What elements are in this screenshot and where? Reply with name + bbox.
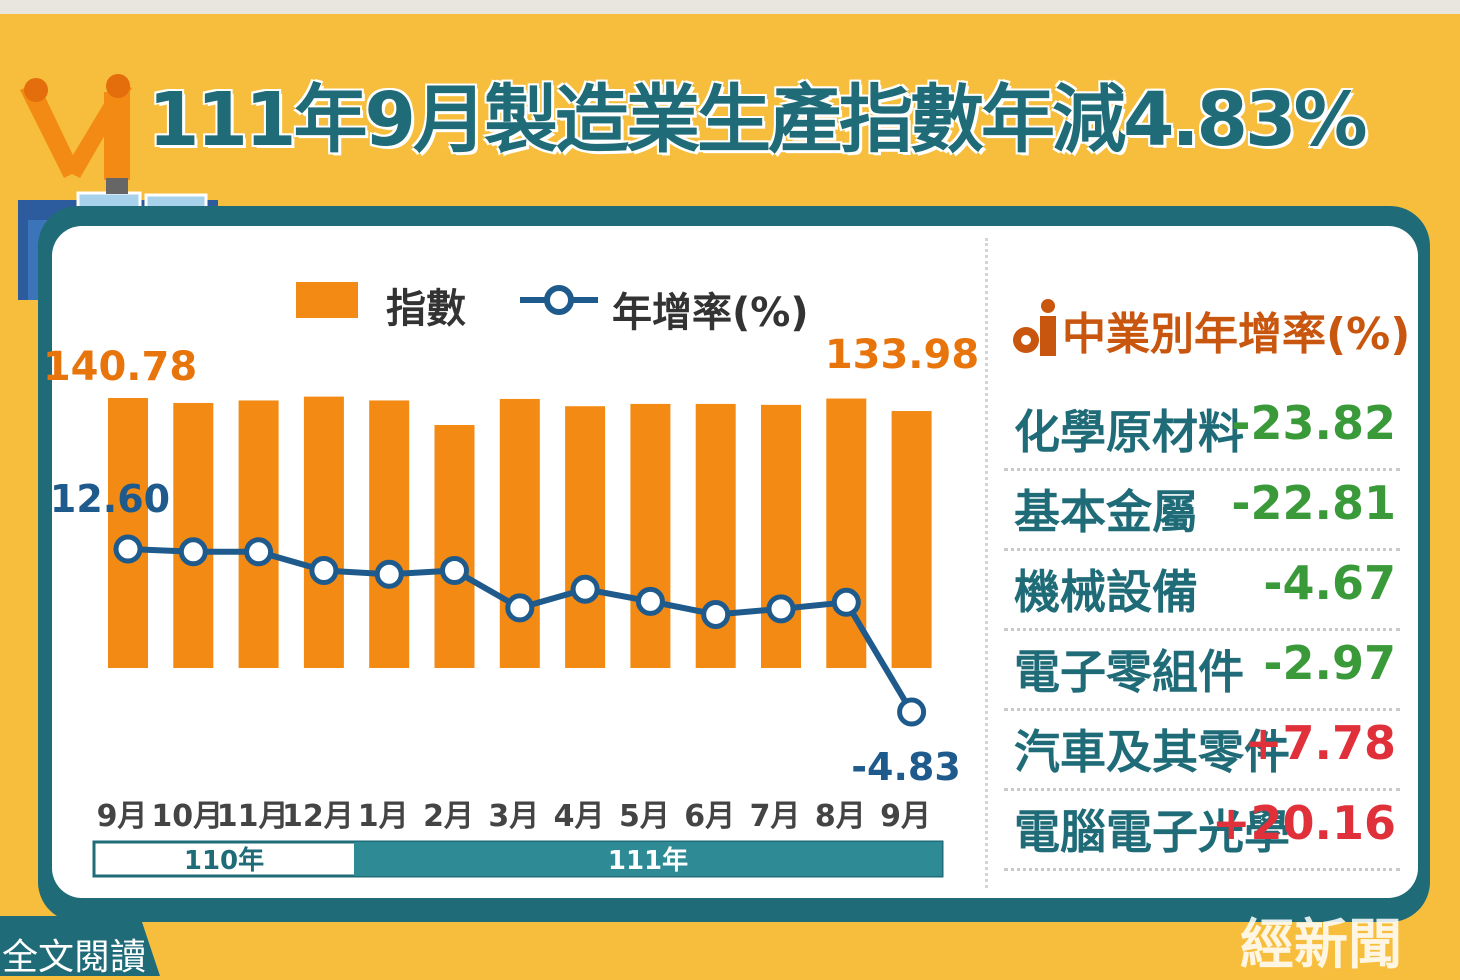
last-bar-label: 133.98 <box>825 332 979 378</box>
section-divider <box>985 238 988 888</box>
bar <box>434 425 475 668</box>
industry-row: 基本金屬 -22.81 <box>1004 468 1400 551</box>
rate-point <box>505 593 535 623</box>
bar <box>303 396 344 668</box>
x-tick-label: 9月 <box>880 799 931 834</box>
x-tick-label: 4月 <box>554 799 605 834</box>
industry-row: 汽車及其零件 +7.78 <box>1004 708 1400 791</box>
x-tick-label: 9月 <box>97 799 148 834</box>
rate-point <box>309 556 339 586</box>
rate-point <box>635 586 665 616</box>
rate-point <box>113 534 143 564</box>
rate-point <box>897 697 927 727</box>
read-more-button[interactable]: 全文閱讀 <box>0 916 160 976</box>
industry-name: 汽車及其零件 <box>1014 725 1290 779</box>
industry-title: 中業別年增率(%) <box>1062 309 1411 360</box>
industry-value: -23.82 <box>1231 396 1396 450</box>
year-label: 111年 <box>608 845 688 876</box>
legend-line-label: 年增率(%) <box>612 290 809 336</box>
industry-name: 化學原材料 <box>1014 405 1244 459</box>
industry-value: +7.78 <box>1243 716 1396 770</box>
bar <box>173 402 214 668</box>
industry-value: +20.16 <box>1211 796 1396 850</box>
industry-row: 化學原材料 -23.82 <box>1004 388 1400 471</box>
top-strip <box>0 0 1460 14</box>
year-band-segment <box>354 842 942 876</box>
bar <box>499 398 540 668</box>
legend-line-swatch <box>520 285 598 315</box>
industry-value: -4.67 <box>1263 556 1396 610</box>
first-bar-label: 140.78 <box>43 344 197 390</box>
x-tick-label: 6月 <box>684 799 735 834</box>
industry-value: -2.97 <box>1263 636 1396 690</box>
rate-point <box>244 537 274 567</box>
bar <box>238 400 279 668</box>
rate-point <box>831 587 861 617</box>
x-tick-label: 12月 <box>282 799 354 834</box>
bar <box>891 411 932 668</box>
bar <box>369 400 410 668</box>
rate-point <box>178 537 208 567</box>
last-rate-label: -4.83 <box>851 745 961 789</box>
rate-point <box>701 599 731 629</box>
year-label: 110年 <box>184 845 264 876</box>
bar <box>565 406 606 668</box>
bar <box>108 398 148 668</box>
industry-row: 電子零組件 -2.97 <box>1004 628 1400 711</box>
worker-gear-icon <box>1013 299 1056 356</box>
rate-point <box>766 594 796 624</box>
industry-name: 電子零組件 <box>1014 645 1244 699</box>
bar <box>761 404 801 668</box>
rate-point <box>570 574 600 604</box>
industry-row: 電腦電子光學 +20.16 <box>1004 788 1400 871</box>
first-rate-label: 12.60 <box>50 477 170 521</box>
rate-point <box>440 556 469 586</box>
read-more-label: 全文閱讀 <box>2 937 147 978</box>
x-tick-label: 7月 <box>750 799 801 834</box>
industry-row: 機械設備 -4.67 <box>1004 548 1400 631</box>
x-tick-label: 10月 <box>151 799 223 834</box>
industry-value: -22.81 <box>1231 476 1396 530</box>
x-tick-label: 5月 <box>619 799 670 834</box>
x-tick-label: 8月 <box>815 799 866 834</box>
x-tick-label: 11月 <box>217 799 289 834</box>
industry-name: 基本金屬 <box>1014 485 1198 539</box>
x-tick-label: 2月 <box>423 799 474 834</box>
industry-name: 電腦電子光學 <box>1014 805 1290 859</box>
x-tick-label: 1月 <box>358 799 409 834</box>
watermark-logo: 經新聞 <box>1240 913 1402 976</box>
page-title: 111年9月製造業生產指數年減4.83% <box>148 77 1368 163</box>
bar <box>630 403 671 668</box>
x-tick-label: 3月 <box>488 799 539 834</box>
legend-bar-swatch <box>296 282 358 318</box>
industry-name: 機械設備 <box>1014 565 1198 619</box>
legend-bar-label: 指數 <box>386 286 466 332</box>
rate-point <box>374 559 404 589</box>
